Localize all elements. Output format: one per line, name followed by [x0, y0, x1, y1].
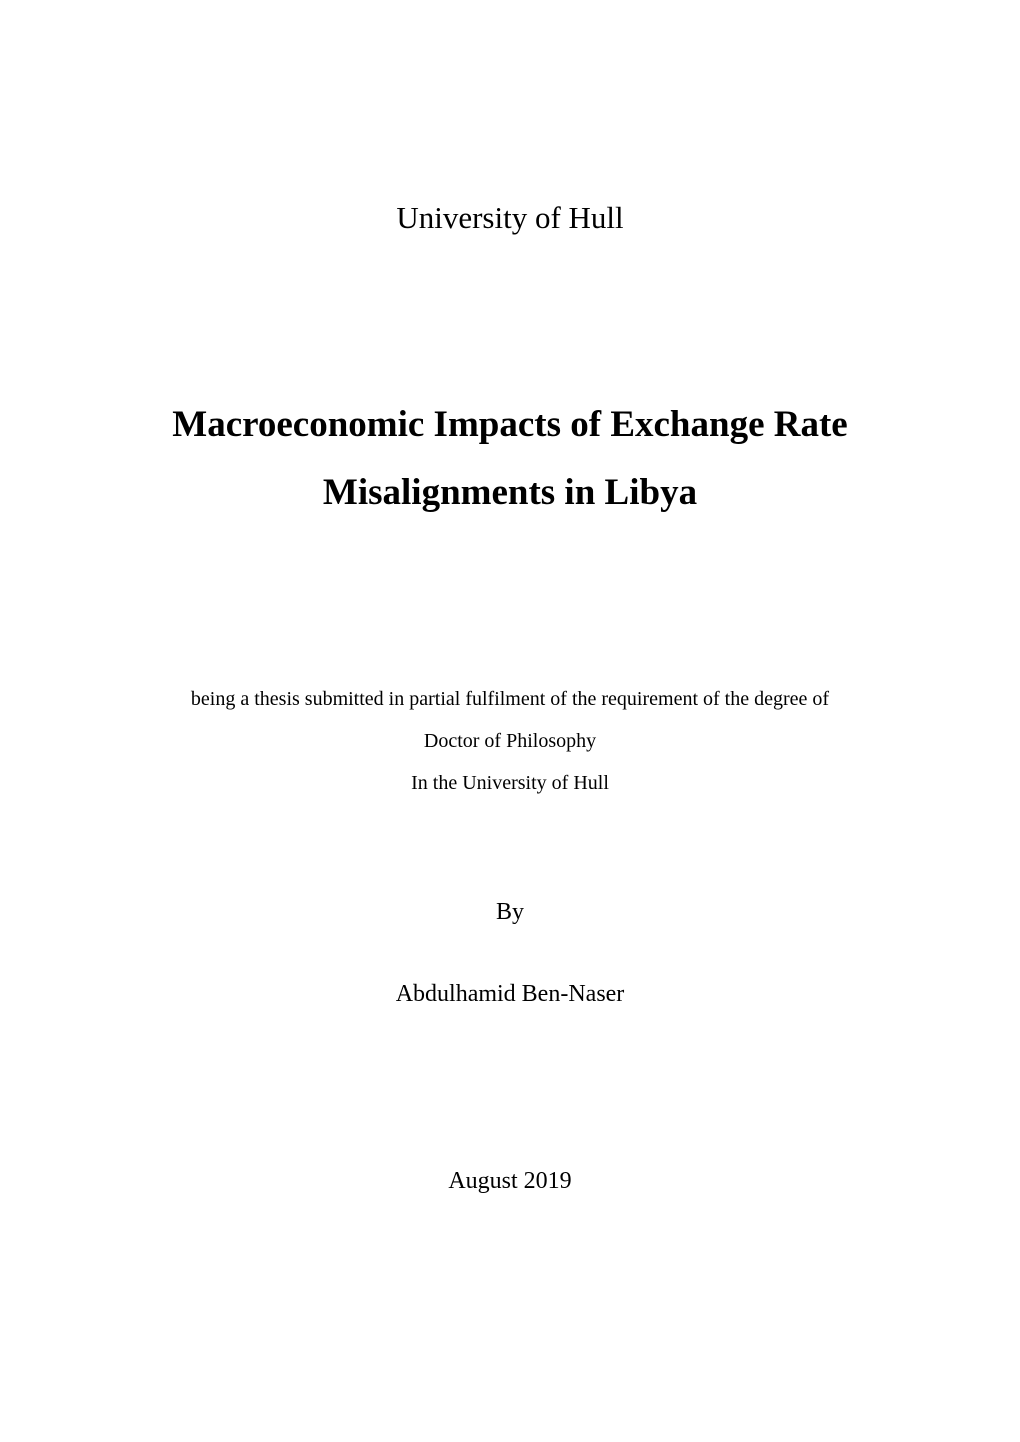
author-name: Abdulhamid Ben-Naser — [120, 981, 900, 1008]
by-label: By — [120, 899, 900, 926]
subtitle-line-1: being a thesis submitted in partial fulf… — [120, 678, 900, 720]
thesis-title: Macroeconomic Impacts of Exchange Rate M… — [120, 391, 900, 528]
institution-name: University of Hull — [120, 200, 900, 236]
title-line-2: Misalignments in Libya — [120, 459, 900, 527]
title-line-1: Macroeconomic Impacts of Exchange Rate — [120, 391, 900, 459]
submission-date: August 2019 — [120, 1168, 900, 1195]
submission-statement: being a thesis submitted in partial fulf… — [120, 678, 900, 804]
title-page: University of Hull Macroeconomic Impacts… — [0, 0, 1020, 1442]
subtitle-line-2: Doctor of Philosophy — [120, 720, 900, 762]
subtitle-line-3: In the University of Hull — [120, 762, 900, 804]
